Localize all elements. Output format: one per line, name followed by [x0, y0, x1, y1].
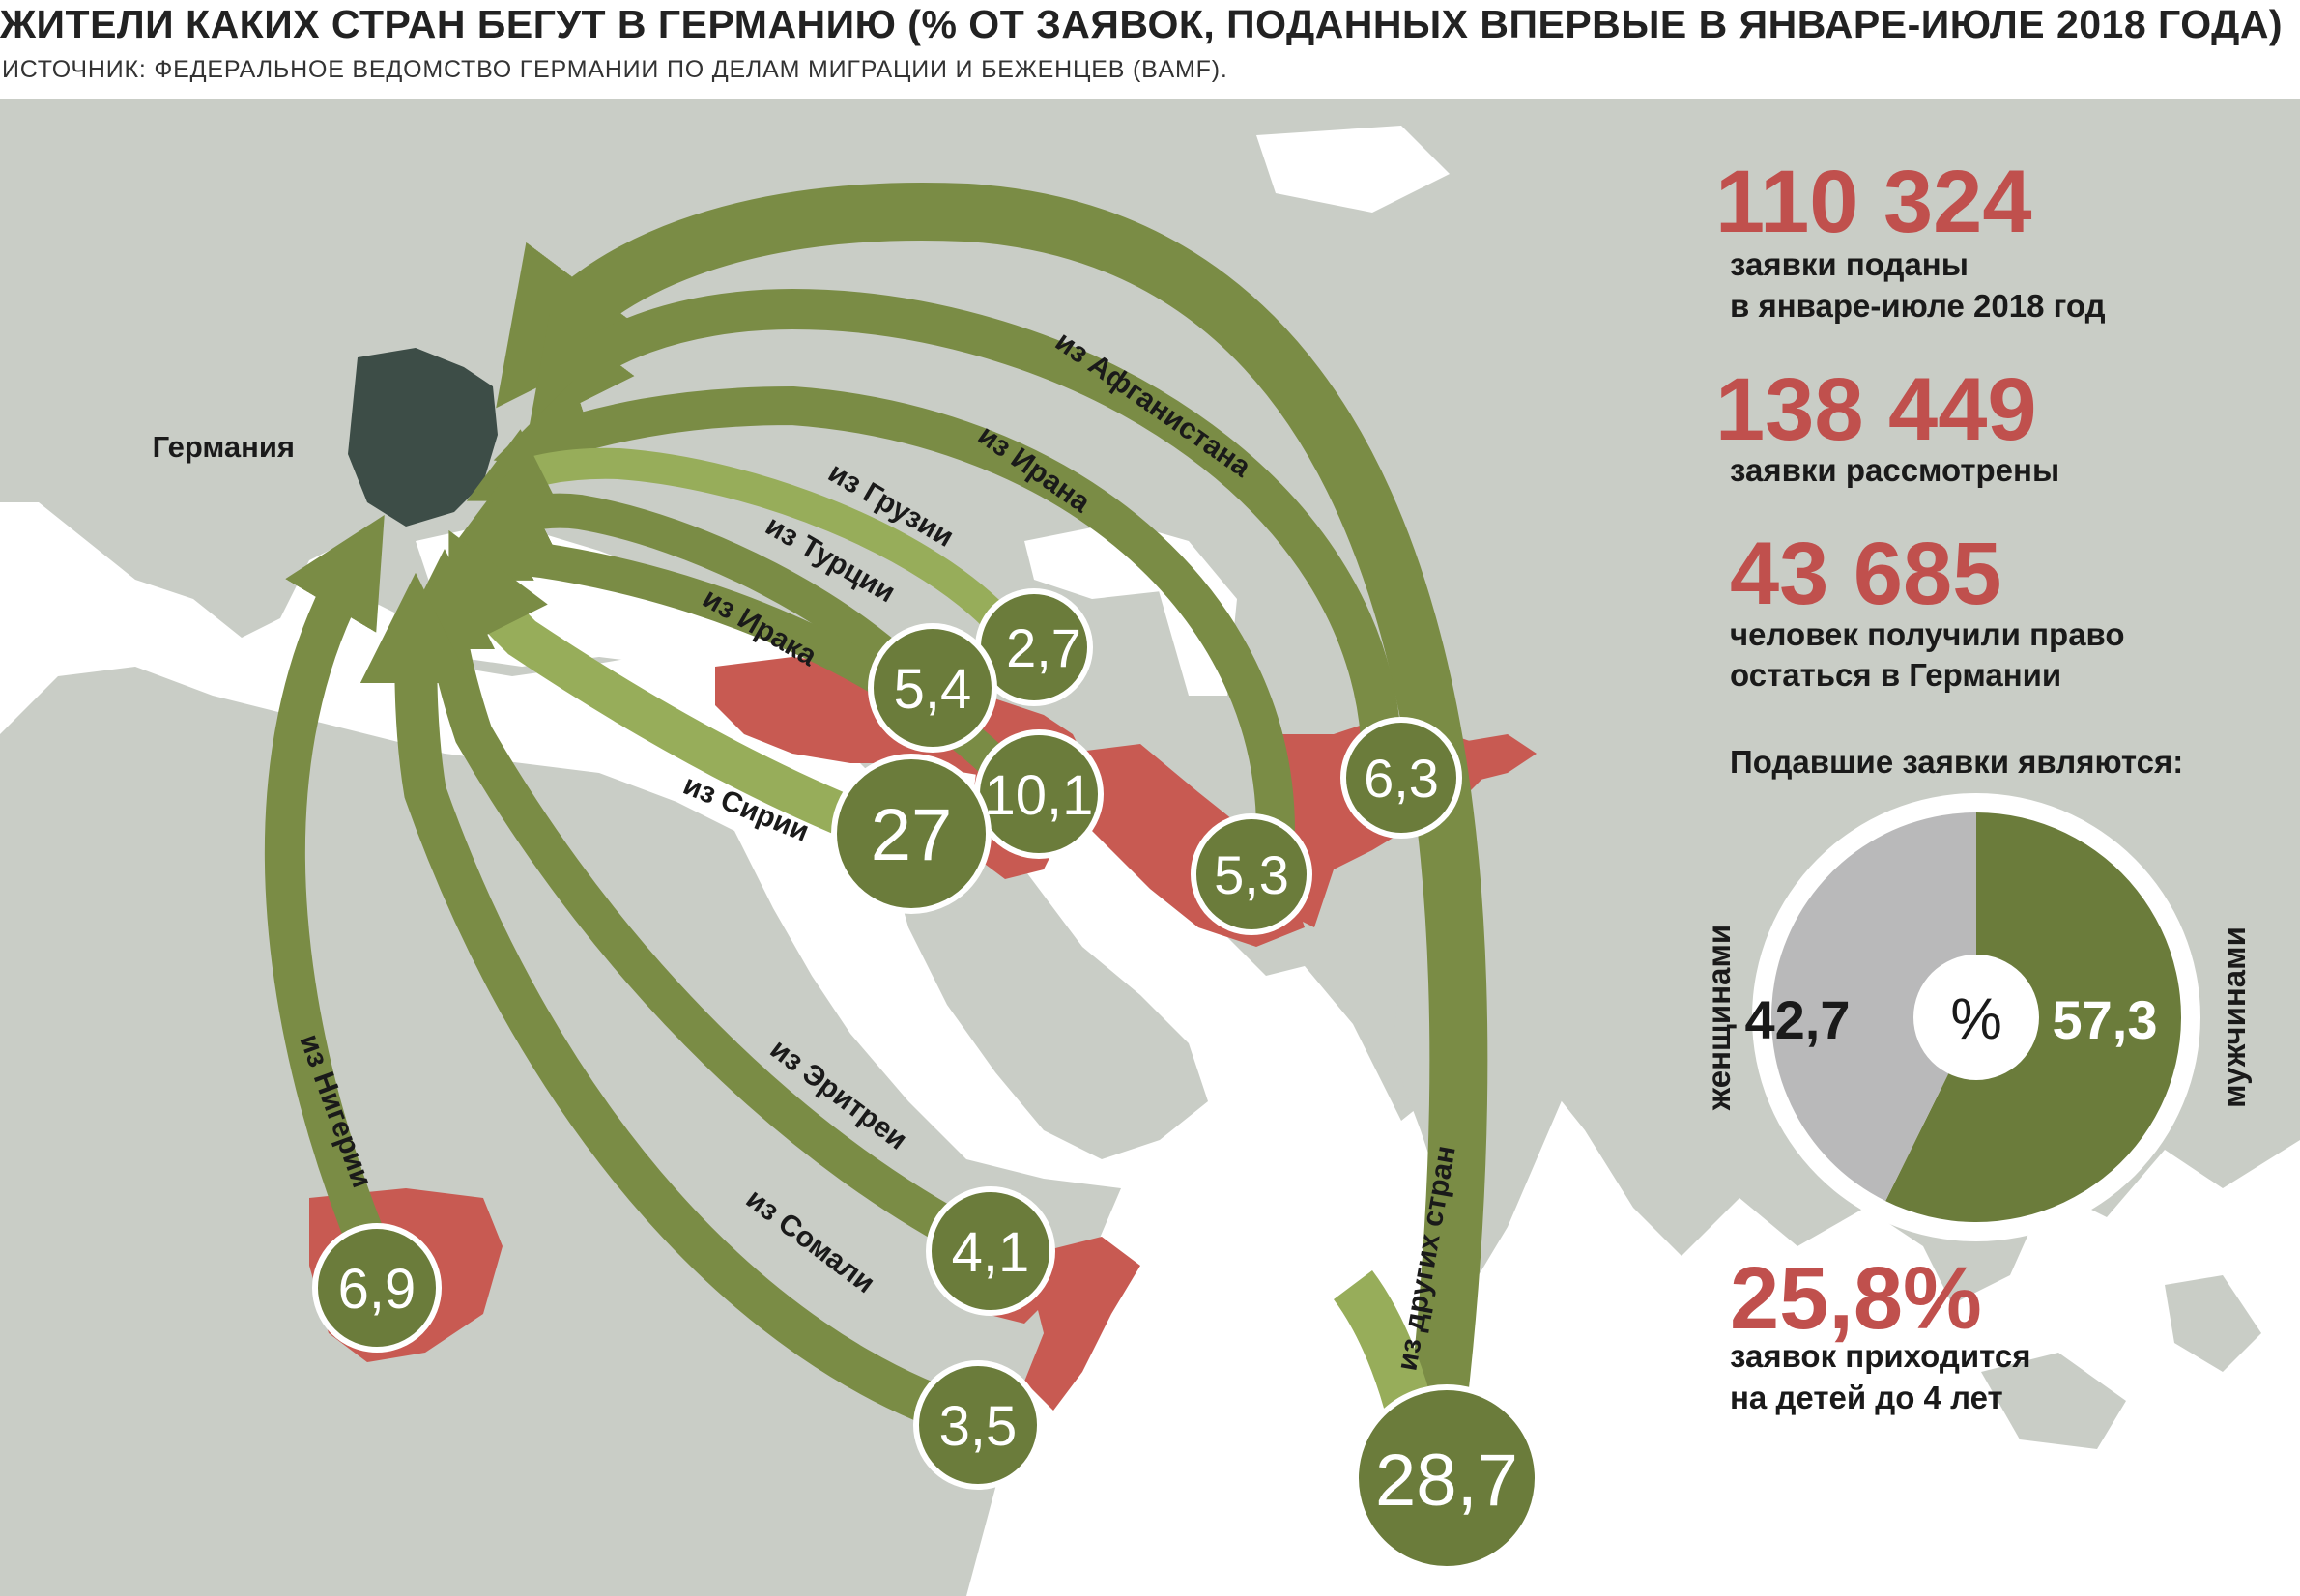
arc-other	[496, 183, 1488, 1472]
arc-nigeria	[264, 514, 396, 1274]
arc-iran	[493, 381, 1295, 832]
circle-afghanistan	[1340, 717, 1462, 839]
men-value: 57,3	[2053, 989, 2158, 1050]
circle-other	[1353, 1384, 1540, 1572]
stat-1-line2: в январе-июле 2018 год	[1730, 288, 2106, 324]
value-circles	[312, 588, 1540, 1572]
value-iran: 5,3	[1214, 844, 1289, 905]
arc-somalia	[359, 572, 983, 1441]
germany-label: Германия	[153, 430, 295, 464]
gender-heading: Подавшие заявки являются:	[1730, 744, 2183, 780]
stat-1-line1: заявки поданы	[1730, 246, 1969, 282]
value-georgia: 2,7	[1006, 617, 1081, 678]
stat-3-number: 43 685	[1730, 525, 2001, 623]
stat-1-number: 110 324	[1715, 153, 2031, 251]
pie-slice-women	[1771, 812, 1976, 1202]
flow-arcs	[264, 183, 1488, 1472]
men-label: мужчинами	[2216, 926, 2252, 1108]
value-nigeria: 6,9	[338, 1258, 417, 1321]
pie-center	[1913, 955, 2039, 1080]
stat-2-line1: заявки рассмотрены	[1730, 452, 2059, 488]
women-label: женщинами	[1701, 925, 1737, 1111]
stat-2-number: 138 449	[1715, 360, 2037, 459]
stat-3-line1: человек получили право	[1730, 616, 2125, 652]
women-value: 42,7	[1745, 989, 1851, 1050]
children-line1: заявок приходится	[1730, 1338, 2030, 1374]
value-syria: 27	[871, 794, 953, 876]
circle-somalia	[913, 1360, 1043, 1490]
pie-center-label: %	[1950, 986, 2001, 1051]
arc-afghanistan	[529, 288, 1402, 755]
value-eritrea: 4,1	[952, 1221, 1030, 1284]
circle-eritrea	[926, 1186, 1055, 1316]
arc-syria	[448, 529, 916, 861]
circle-iran	[1191, 813, 1312, 935]
children-line2: на детей до 4 лет	[1730, 1380, 2003, 1415]
pakistan-edge-shape	[1450, 734, 1537, 783]
value-somalia: 3,5	[939, 1395, 1018, 1458]
page-title: ЖИТЕЛИ КАКИХ СТРАН БЕГУТ В ГЕРМАНИЮ (% О…	[0, 2, 2284, 46]
value-other: 28,7	[1375, 1439, 1518, 1522]
value-iraq: 10,1	[985, 764, 1094, 827]
somalia-shape	[1024, 1237, 1140, 1411]
circle-nigeria	[312, 1223, 442, 1353]
value-turkey: 5,4	[894, 658, 972, 721]
circle-turkey	[868, 623, 997, 753]
stats-panel: 110 324 заявки поданы в январе-июле 2018…	[1715, 153, 2183, 1415]
refugee-flow-map: Германия из Афганистана из Ирана из Груз…	[0, 99, 2300, 1596]
children-number: 25,8%	[1730, 1249, 1982, 1348]
stat-3-line2: остаться в Германии	[1730, 657, 2061, 693]
source-note: ИСТОЧНИК: ФЕДЕРАЛЬНОЕ ВЕДОМСТВО ГЕРМАНИИ…	[2, 56, 1228, 83]
circle-syria	[831, 754, 992, 914]
value-afghanistan: 6,3	[1364, 748, 1439, 809]
